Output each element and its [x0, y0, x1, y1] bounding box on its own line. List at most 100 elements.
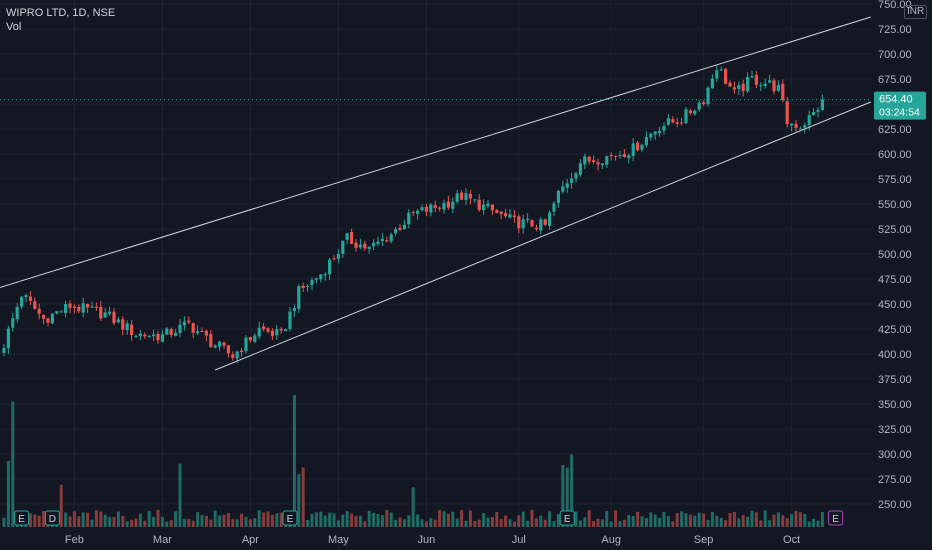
candle [411, 210, 415, 216]
candle [583, 153, 587, 170]
candle [508, 208, 512, 219]
candle [438, 206, 442, 212]
candle [715, 65, 719, 83]
candle-body [596, 162, 600, 165]
candle-body [363, 243, 367, 249]
volume-bar [803, 513, 807, 527]
candle-body [680, 122, 684, 124]
candle-body [284, 329, 288, 332]
event-marker[interactable]: E [828, 510, 844, 526]
candle [477, 194, 481, 212]
x-tick-label: Jul [512, 534, 526, 546]
event-marker[interactable]: D [44, 510, 60, 526]
symbol-line[interactable]: WIPRO LTD, 1D, NSE [6, 7, 116, 19]
candle [341, 240, 345, 259]
candle [248, 336, 252, 343]
volume-legend[interactable]: Vol [6, 21, 22, 33]
volume-bar [160, 516, 164, 527]
candle [306, 284, 310, 292]
candle [420, 204, 424, 212]
event-marker-label: E [287, 514, 294, 525]
volume-bar [389, 512, 393, 527]
candle-body [130, 324, 134, 336]
last-price-value: 654.40 [879, 94, 913, 106]
candle-body [270, 330, 274, 336]
volume-bar [697, 512, 701, 527]
candle [653, 130, 657, 140]
y-tick-label: 325.00 [878, 424, 912, 436]
candle [244, 335, 248, 354]
volume-bar [394, 519, 398, 527]
candle [275, 325, 279, 340]
candle [732, 81, 736, 94]
candle-body [33, 301, 37, 309]
y-tick-label: 550.00 [878, 199, 912, 211]
volume-bar [583, 517, 587, 527]
event-marker[interactable]: E [14, 510, 30, 526]
countdown-value: 03:24:54 [879, 107, 920, 119]
candle [103, 307, 107, 319]
volume-bar [147, 510, 151, 527]
candle [636, 140, 640, 152]
volume-bar [130, 519, 134, 527]
candle-body [253, 335, 257, 342]
volume-bar [350, 513, 354, 527]
candle [548, 210, 552, 230]
candle-body [116, 319, 120, 323]
candle-body [266, 328, 270, 332]
volume-bar [416, 514, 420, 527]
volume-bar [482, 513, 486, 527]
volume-bar [763, 510, 767, 527]
volume-bar [306, 519, 310, 527]
candle-body [636, 142, 640, 151]
candle-body [77, 306, 81, 312]
candle [266, 327, 270, 334]
currency-badge[interactable]: INR [904, 5, 928, 19]
volume-bar [99, 511, 103, 527]
volume-bar [636, 511, 640, 527]
candle [570, 172, 574, 189]
event-marker[interactable]: E [282, 510, 298, 526]
candle [499, 211, 503, 220]
candle-body [244, 337, 248, 352]
volume-bar [688, 514, 692, 527]
candle-body [86, 304, 90, 308]
candle [605, 155, 609, 168]
volume-bar [790, 513, 794, 527]
candle [464, 188, 468, 205]
candle-body [6, 328, 10, 349]
candle [737, 81, 741, 95]
candle-body [649, 133, 653, 138]
candle [37, 303, 41, 320]
volume-bar [719, 518, 723, 527]
candle [108, 306, 112, 316]
candle-body [570, 178, 574, 183]
volume-bar [253, 518, 257, 527]
candle-body [11, 318, 15, 328]
volume-bar [319, 511, 323, 527]
candle [473, 198, 477, 204]
volume-bar [570, 454, 574, 527]
candle [798, 126, 802, 130]
event-marker[interactable]: E [559, 510, 575, 526]
volume-bar [262, 512, 266, 527]
volume-bar [534, 518, 538, 527]
candle [314, 277, 318, 284]
candle-body [583, 156, 587, 165]
volume-bar [275, 513, 279, 527]
candle-body [543, 219, 547, 225]
volume-bar [702, 513, 706, 527]
candle [644, 131, 648, 148]
volume-bar [68, 516, 72, 527]
volume-bar [367, 510, 371, 527]
y-tick-label: 500.00 [878, 249, 912, 261]
candle-body [732, 87, 736, 90]
volume-bar [204, 515, 208, 527]
candle-body [279, 329, 283, 331]
volume-bar [662, 511, 666, 527]
x-tick-label: Aug [601, 534, 621, 546]
candle [323, 272, 327, 281]
candle-body [816, 109, 820, 112]
